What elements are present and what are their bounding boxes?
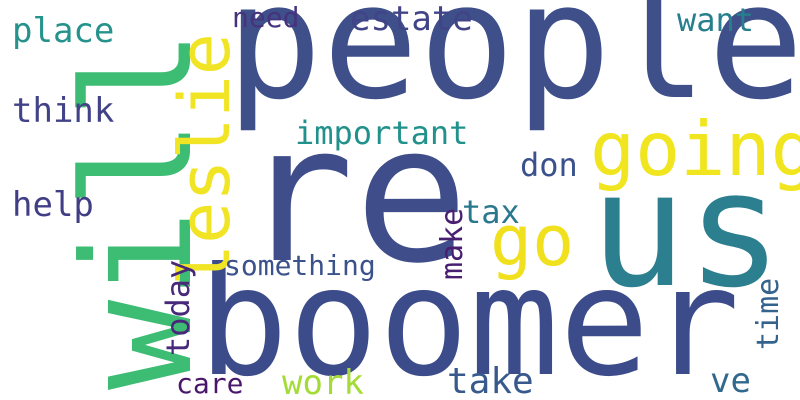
word-going: going bbox=[590, 105, 800, 193]
word-time: time bbox=[751, 277, 786, 350]
word-need: need bbox=[232, 1, 300, 34]
word-ve: ve bbox=[710, 361, 751, 400]
word-estate: estate bbox=[350, 0, 473, 39]
word-don: don bbox=[520, 146, 578, 184]
word-take: take bbox=[447, 361, 534, 400]
word-important: important bbox=[295, 114, 469, 152]
word-something: something bbox=[224, 249, 376, 282]
word-work: work bbox=[282, 363, 364, 400]
word-us: us bbox=[590, 136, 783, 323]
word-go: go bbox=[490, 200, 575, 282]
word-place: place bbox=[12, 11, 115, 51]
word-boomer: boomer bbox=[198, 236, 740, 400]
word-care: care bbox=[176, 367, 244, 400]
word-help: help bbox=[12, 185, 94, 225]
word-make: make bbox=[435, 207, 470, 280]
word-want: want bbox=[677, 1, 755, 39]
word-tax: tax bbox=[462, 193, 520, 231]
word-today: today bbox=[159, 259, 197, 356]
word-think: think bbox=[12, 91, 115, 131]
word-people: people bbox=[226, 0, 800, 135]
word-re: re bbox=[240, 84, 469, 305]
